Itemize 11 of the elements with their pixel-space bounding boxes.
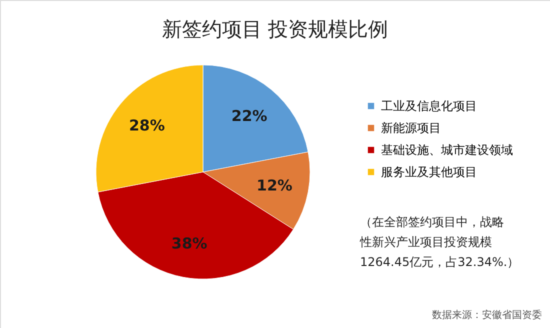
text: （在全部签约项目中，战略性新兴产业项目投资规模1264.45亿元，占32.34%.） <box>359 215 520 269</box>
legend-label: 服务业及其他项目 <box>381 165 477 179</box>
legend-label: 新能源项目 <box>381 121 441 135</box>
source-note: 数据来源：安徽省国资委 <box>432 309 542 321</box>
data-label: 22% <box>231 106 268 125</box>
legend-label: 工业及信息化项目 <box>381 99 477 113</box>
data-label: 38% <box>171 234 208 252</box>
data-label: 12% <box>256 176 292 195</box>
data-label: 28% <box>128 116 165 135</box>
chart-title: 新签约项目 投资规模比例 <box>162 17 388 41</box>
legend-label: 基础设施、城市建设领域 <box>381 143 513 157</box>
